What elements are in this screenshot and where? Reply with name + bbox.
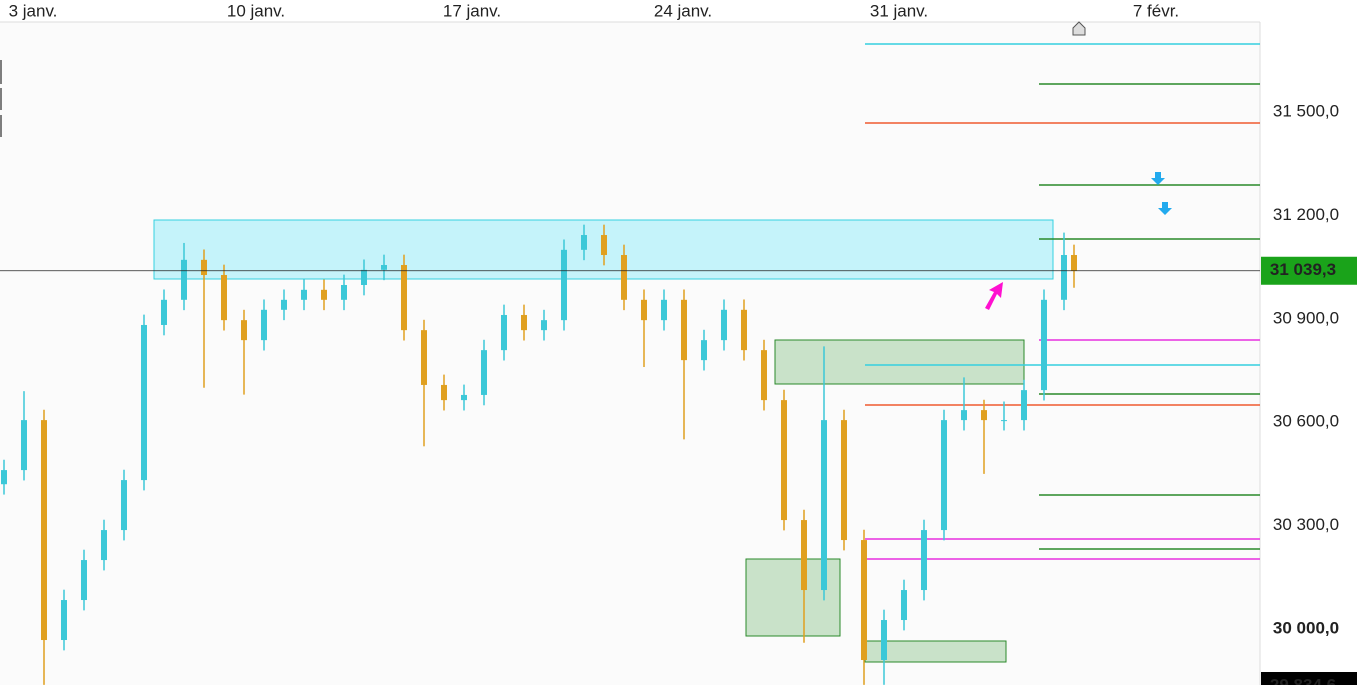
candle-body [941, 420, 947, 531]
candle-body [441, 384, 447, 401]
candle-body [1071, 255, 1077, 271]
y-tick-label: 31 500,0 [1273, 101, 1339, 120]
x-tick-label: 24 janv. [654, 1, 712, 20]
candle-body [161, 299, 167, 325]
y-tick-label: 30 300,0 [1273, 515, 1339, 534]
candle-body [1, 470, 7, 485]
candle-body [461, 394, 467, 401]
candle-body [421, 330, 427, 385]
candle-body [181, 259, 187, 300]
arrow [1158, 202, 1172, 215]
price-tag [1261, 671, 1357, 685]
candle-body [841, 420, 847, 541]
candle-body [201, 259, 207, 275]
candle-body [621, 255, 627, 300]
price-tag-label: 29 834,6 [1270, 675, 1336, 685]
candle-body [681, 299, 687, 361]
candle-body [721, 309, 727, 341]
price-tag-label: 31 039,3 [1270, 260, 1336, 279]
candle-body [761, 350, 767, 401]
support-zone [774, 339, 1025, 385]
candle-body [601, 235, 607, 256]
candle-body [261, 309, 267, 341]
candle-body [581, 235, 587, 250]
y-tick-label: 30 600,0 [1273, 412, 1339, 431]
x-tick-label: 31 janv. [870, 1, 928, 20]
x-tick-label: 10 janv. [227, 1, 285, 20]
candle-body [701, 340, 707, 361]
candle-body [781, 400, 787, 521]
home-icon [1072, 21, 1086, 36]
candle-body [1001, 420, 1007, 422]
candle-body [661, 299, 667, 321]
up-arrow [985, 282, 1003, 310]
candle-body [921, 530, 927, 591]
candle-body [981, 410, 987, 421]
price-tag [1261, 256, 1357, 285]
candle-body [481, 350, 487, 395]
down-arrows [1151, 172, 1172, 215]
candle-body [1041, 299, 1047, 391]
candle-body [741, 309, 747, 351]
candle-body [521, 314, 527, 331]
candle-body [381, 265, 387, 270]
candle-body [821, 420, 827, 591]
plot-area [0, 22, 1260, 685]
candle-body [121, 480, 127, 531]
x-tick-label: 3 janv. [9, 1, 58, 20]
candle-body [501, 314, 507, 351]
candle-body [81, 560, 87, 601]
candle-body [41, 420, 47, 641]
candle-body [881, 620, 887, 661]
arrow [1151, 172, 1165, 185]
candle-body [561, 249, 567, 321]
candle-body [541, 320, 547, 331]
y-tick-label: 30 900,0 [1273, 308, 1339, 327]
candle-body [341, 284, 347, 300]
candle-body [641, 299, 647, 321]
candle-body [1021, 390, 1027, 421]
candle-body [141, 324, 147, 481]
candle-body [61, 600, 67, 641]
candle-body [321, 289, 327, 300]
y-tick-label: 31 200,0 [1273, 205, 1339, 224]
y-tick-label: 30 000,0 [1273, 618, 1339, 637]
candle-body [241, 320, 247, 341]
candle-body [801, 520, 807, 591]
candle-body [1061, 255, 1067, 300]
candle-body [401, 265, 407, 331]
candle-body [281, 299, 287, 310]
candle-body [301, 289, 307, 300]
x-tick-label: 7 févr. [1133, 1, 1179, 20]
candle-body [861, 540, 867, 661]
candle-body [901, 590, 907, 621]
candle-body [221, 274, 227, 321]
series [1, 224, 1077, 685]
levels [865, 43, 1260, 560]
candle-body [961, 410, 967, 421]
candle-body [21, 420, 27, 471]
x-tick-label: 17 janv. [443, 1, 501, 20]
candle-body [101, 530, 107, 561]
candle-body [361, 269, 367, 285]
